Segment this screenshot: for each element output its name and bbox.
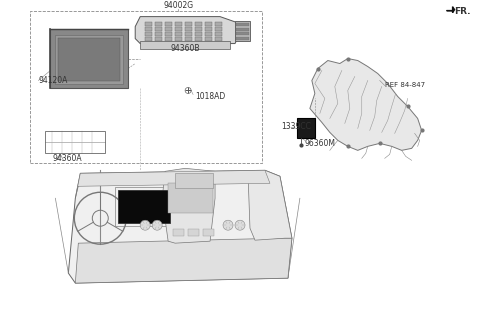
Bar: [115, 187, 173, 226]
Circle shape: [235, 220, 245, 230]
Bar: [236, 28, 249, 31]
Bar: [236, 32, 249, 35]
Text: 94360A: 94360A: [52, 154, 82, 163]
Polygon shape: [162, 168, 215, 243]
Text: 1339CC: 1339CC: [281, 122, 311, 131]
Text: 94360B: 94360B: [170, 44, 200, 53]
Bar: [173, 229, 184, 236]
Text: REF 84-847: REF 84-847: [384, 82, 425, 89]
Bar: [145, 27, 152, 31]
Bar: [165, 32, 172, 35]
Bar: [175, 22, 182, 26]
Polygon shape: [248, 170, 292, 240]
Polygon shape: [310, 58, 421, 150]
Bar: [195, 22, 202, 26]
Bar: [236, 23, 249, 26]
Polygon shape: [50, 29, 128, 89]
Bar: [145, 37, 152, 41]
Bar: [205, 27, 212, 31]
Bar: [215, 37, 222, 41]
Bar: [188, 229, 199, 236]
Polygon shape: [75, 170, 270, 198]
Bar: [165, 37, 172, 41]
Bar: [215, 32, 222, 35]
Bar: [203, 229, 214, 236]
Bar: [236, 37, 249, 40]
Bar: [168, 183, 213, 213]
Bar: [155, 22, 162, 26]
Bar: [46, 132, 105, 154]
Bar: [59, 38, 120, 81]
Bar: [155, 37, 162, 41]
Bar: [205, 22, 212, 26]
Bar: [175, 32, 182, 35]
Bar: [175, 173, 213, 188]
Bar: [205, 32, 212, 35]
Bar: [175, 37, 182, 41]
Text: 1018AD: 1018AD: [195, 92, 225, 101]
Polygon shape: [75, 238, 292, 283]
Bar: [155, 32, 162, 35]
Bar: [215, 22, 222, 26]
Bar: [145, 32, 152, 35]
Bar: [140, 41, 230, 49]
Bar: [175, 27, 182, 31]
Bar: [155, 27, 162, 31]
Bar: [165, 22, 172, 26]
Bar: [195, 27, 202, 31]
Bar: [235, 21, 250, 41]
Bar: [297, 118, 315, 138]
Bar: [195, 37, 202, 41]
Bar: [118, 190, 170, 223]
Circle shape: [140, 220, 150, 230]
Text: FR.: FR.: [455, 7, 471, 16]
Bar: [185, 27, 192, 31]
Bar: [165, 27, 172, 31]
Text: 94120A: 94120A: [38, 76, 68, 85]
Text: 94002G: 94002G: [163, 1, 193, 10]
Bar: [185, 32, 192, 35]
Bar: [145, 22, 152, 26]
Bar: [185, 37, 192, 41]
Bar: [215, 27, 222, 31]
Polygon shape: [446, 7, 455, 12]
Bar: [205, 37, 212, 41]
Bar: [195, 32, 202, 35]
Circle shape: [223, 220, 233, 230]
Polygon shape: [68, 170, 292, 283]
Polygon shape: [135, 17, 240, 44]
Bar: [185, 22, 192, 26]
Circle shape: [152, 220, 162, 230]
Bar: [55, 34, 123, 85]
Text: 96360M: 96360M: [305, 139, 336, 148]
